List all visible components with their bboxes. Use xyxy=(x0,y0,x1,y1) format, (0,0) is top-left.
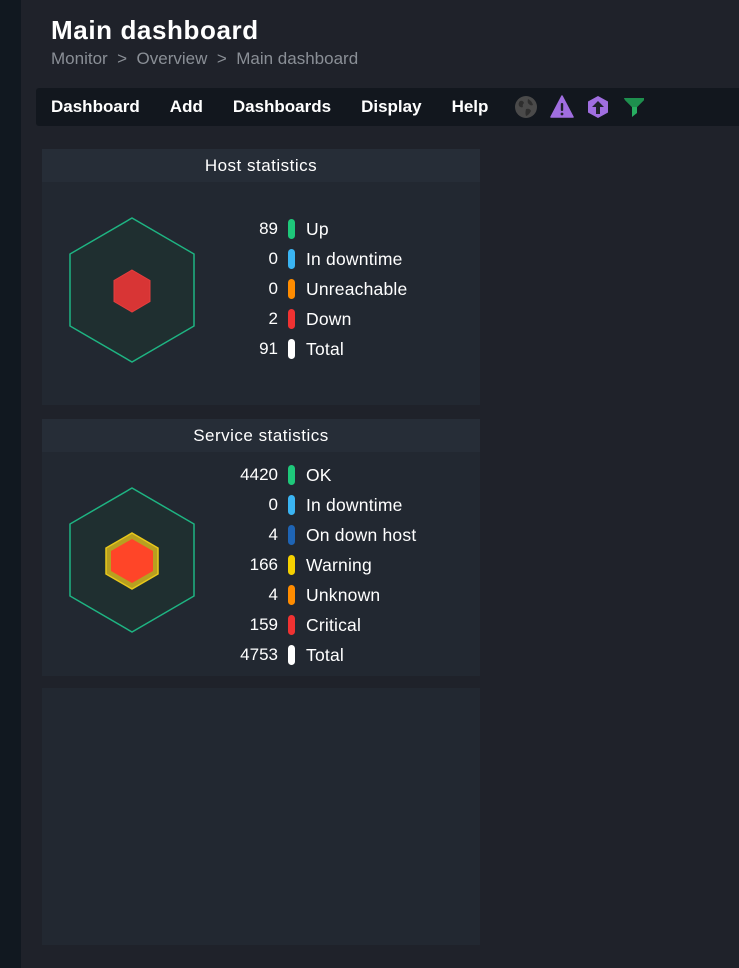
stat-label: Unknown xyxy=(306,584,381,605)
stat-value: 0 xyxy=(268,249,278,268)
service-hexagon-chart[interactable] xyxy=(68,487,196,635)
stat-value: 159 xyxy=(249,615,278,634)
breadcrumb-item-main-dashboard[interactable]: Main dashboard xyxy=(236,49,359,68)
status-indicator-up xyxy=(288,219,295,239)
stat-value: 0 xyxy=(268,279,278,298)
status-indicator-on-down-host xyxy=(288,525,295,545)
stat-row-downtime[interactable]: 0 In downtime xyxy=(222,490,416,520)
stat-row-total[interactable]: 91 Total xyxy=(222,334,407,364)
status-indicator-total xyxy=(288,339,295,359)
stat-value: 4420 xyxy=(240,465,278,484)
page-title: Main dashboard xyxy=(51,15,259,45)
menu-add[interactable]: Add xyxy=(169,97,203,116)
service-stats-list: 4420 OK 0 In downtime 4 On down host 166… xyxy=(222,460,416,670)
menu-dashboard[interactable]: Dashboard xyxy=(51,97,140,116)
breadcrumb: Monitor > Overview > Main dashboard xyxy=(51,49,358,69)
status-indicator-critical xyxy=(288,615,295,635)
stat-label: Warning xyxy=(306,554,372,575)
upgrade-hexagon-icon[interactable] xyxy=(586,95,610,119)
status-indicator-downtime xyxy=(288,249,295,269)
stat-row-total[interactable]: 4753 Total xyxy=(222,640,416,670)
stat-value: 4753 xyxy=(240,645,278,664)
stat-label: Critical xyxy=(306,614,362,635)
stat-label: Down xyxy=(306,308,352,329)
dashboard-menu-bar: Dashboard Add Dashboards Display Help xyxy=(36,88,739,126)
status-indicator-warning xyxy=(288,555,295,575)
stat-value: 166 xyxy=(249,555,278,574)
status-indicator-downtime xyxy=(288,495,295,515)
stat-row-critical[interactable]: 159 Critical xyxy=(222,610,416,640)
stat-value: 0 xyxy=(268,495,278,514)
stat-label: Total xyxy=(306,644,344,665)
status-indicator-unknown xyxy=(288,585,295,605)
menu-dashboards[interactable]: Dashboards xyxy=(232,97,332,116)
menu-help[interactable]: Help xyxy=(451,97,489,116)
filter-icon[interactable] xyxy=(622,95,646,119)
globe-icon[interactable] xyxy=(514,95,538,119)
sidebar-strip xyxy=(0,0,21,968)
stat-label: Total xyxy=(306,338,344,359)
menu-display[interactable]: Display xyxy=(361,97,422,116)
navbar-icon-group xyxy=(514,95,658,119)
stat-label: In downtime xyxy=(306,494,403,515)
service-statistics-widget: Service statistics 4420 OK 0 In downtime… xyxy=(42,419,480,676)
host-hexagon-chart[interactable] xyxy=(68,217,196,365)
stat-row-unknown[interactable]: 4 Unknown xyxy=(222,580,416,610)
stat-row-downtime[interactable]: 0 In downtime xyxy=(222,244,407,274)
host-statistics-widget: Host statistics 89 Up 0 In downtime 0 Un… xyxy=(42,149,480,405)
status-indicator-unreachable xyxy=(288,279,295,299)
stat-label: On down host xyxy=(306,524,417,545)
stat-value: 4 xyxy=(268,585,278,604)
stat-label: In downtime xyxy=(306,248,403,269)
stat-value: 2 xyxy=(268,309,278,328)
stat-row-down[interactable]: 2 Down xyxy=(222,304,407,334)
stat-row-unreachable[interactable]: 0 Unreachable xyxy=(222,274,407,304)
stat-value: 89 xyxy=(259,219,278,238)
host-stats-list: 89 Up 0 In downtime 0 Unreachable 2 Down… xyxy=(222,214,407,364)
widget-title: Host statistics xyxy=(42,149,480,182)
warning-triangle-icon[interactable] xyxy=(550,95,575,119)
breadcrumb-item-overview[interactable]: Overview xyxy=(136,49,208,68)
widget-title: Service statistics xyxy=(42,419,480,452)
stat-label: Up xyxy=(306,218,329,239)
stat-row-ok[interactable]: 4420 OK xyxy=(222,460,416,490)
stat-label: Unreachable xyxy=(306,278,408,299)
stat-label: OK xyxy=(306,464,332,485)
status-indicator-ok xyxy=(288,465,295,485)
stat-value: 4 xyxy=(268,525,278,544)
stat-value: 91 xyxy=(259,339,278,358)
empty-widget xyxy=(42,688,480,945)
breadcrumb-separator: > xyxy=(212,49,232,68)
stat-row-on-down-host[interactable]: 4 On down host xyxy=(222,520,416,550)
stat-row-warning[interactable]: 166 Warning xyxy=(222,550,416,580)
status-indicator-down xyxy=(288,309,295,329)
breadcrumb-item-monitor[interactable]: Monitor xyxy=(51,49,108,68)
breadcrumb-separator: > xyxy=(112,49,132,68)
stat-row-up[interactable]: 89 Up xyxy=(222,214,407,244)
status-indicator-total xyxy=(288,645,295,665)
